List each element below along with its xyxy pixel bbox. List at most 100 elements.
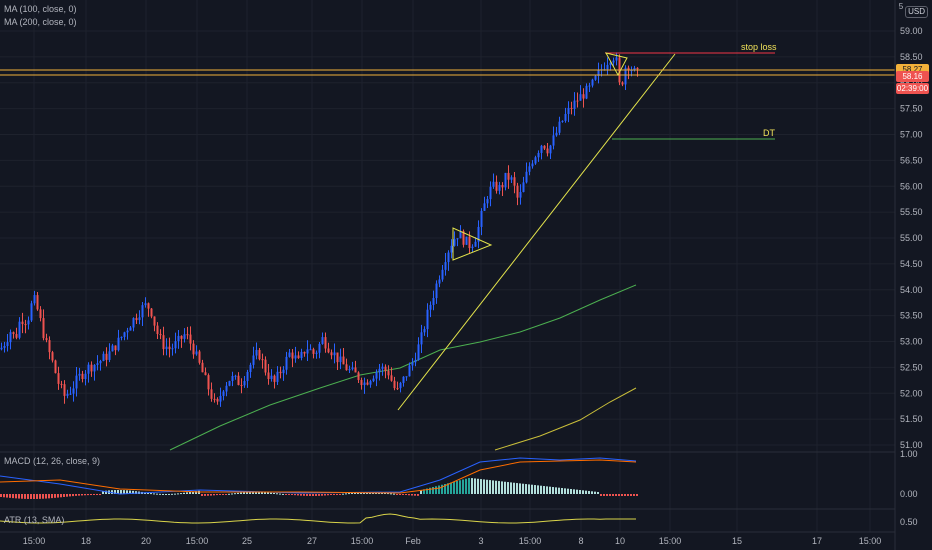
macd-hist-bar <box>618 494 620 496</box>
candle-body <box>330 352 333 356</box>
candle-body <box>48 340 51 353</box>
legend-ma200[interactable]: MA (200, close, 0) <box>4 17 77 27</box>
macd-hist-bar <box>288 494 290 495</box>
candle-body <box>516 185 519 198</box>
time-axis[interactable]: 15:00 18 20 15:00 25 27 15:00 Feb 3 15:00 8 10 15:00… <box>23 536 882 546</box>
macd-hist-bar <box>96 494 98 496</box>
macd-hist-bar <box>567 488 569 494</box>
candle-body <box>309 349 312 351</box>
candle-body <box>186 334 189 336</box>
candle-body <box>579 94 582 101</box>
time-tick-label: 25 <box>242 536 252 546</box>
pennant-triangle[interactable] <box>452 227 493 261</box>
macd-hist-bar <box>342 493 344 495</box>
candle-body <box>597 70 600 76</box>
currency-badge[interactable]: USD <box>905 6 928 18</box>
macd-hist-bar <box>573 489 575 494</box>
macd-hist-bar <box>324 494 326 496</box>
candle-body <box>483 203 486 211</box>
macd-hist-bar <box>414 494 416 496</box>
macd-line <box>0 457 637 495</box>
candle-body <box>81 373 84 380</box>
indicator-panes <box>0 0 896 550</box>
candle-body <box>315 352 318 354</box>
candle-body <box>519 192 522 198</box>
dt-label: DT <box>763 128 775 138</box>
macd-hist-bar <box>24 494 26 499</box>
candle-body <box>39 309 42 319</box>
macd-hist-bar <box>423 489 425 494</box>
candle-body <box>33 295 36 304</box>
macd-hist-bar <box>204 494 206 496</box>
candle-body <box>624 67 627 85</box>
candle-body <box>570 107 573 109</box>
candle-body <box>165 346 168 350</box>
candle-body <box>87 364 90 374</box>
candle-body <box>363 382 366 386</box>
candle-body <box>333 352 336 356</box>
macd-hist-bar <box>69 494 71 497</box>
macd-hist-bar <box>300 494 302 496</box>
price-tick-label: 54.50 <box>900 259 923 269</box>
candle-body <box>72 388 75 394</box>
macd-pane: 1.00 0.00 <box>0 449 918 499</box>
drawings[interactable]: stop loss DT <box>0 42 895 411</box>
macd-hist-bar <box>318 494 320 496</box>
macd-hist-bar <box>516 483 518 494</box>
candle-body <box>396 388 399 390</box>
candle-body <box>135 318 138 321</box>
candle-body <box>24 324 27 326</box>
candle-body <box>147 303 150 309</box>
candle-body <box>297 355 300 359</box>
macd-hist-bar <box>459 480 461 494</box>
price-axis[interactable]: 59.00 58.50 58.00 57.50 57.00 56.50 56.00 55.50… <box>900 26 923 450</box>
macd-hist-bar <box>615 494 617 496</box>
candle-body <box>474 241 477 247</box>
macd-hist-bar <box>75 494 77 496</box>
macd-hist-bar <box>252 492 254 494</box>
price-tick-label: 57.50 <box>900 104 923 114</box>
candle-body <box>402 376 405 383</box>
candle-body <box>303 351 306 354</box>
candle-body <box>447 252 450 263</box>
candle-body <box>456 238 459 240</box>
macd-hist-bar <box>468 478 470 494</box>
candle-body <box>240 385 243 387</box>
macd-hist-bar <box>333 494 335 495</box>
macd-hist-bar <box>99 494 101 496</box>
macd-hist-bar <box>48 494 50 499</box>
candle-body <box>150 308 153 317</box>
legend-atr[interactable]: ATR (13, SMA) <box>4 515 65 525</box>
candle-body <box>588 85 591 87</box>
trend-line[interactable] <box>397 53 676 411</box>
candle-body <box>189 334 192 344</box>
candle-body <box>120 336 123 338</box>
candle-body <box>393 380 396 389</box>
macd-hist-bar <box>180 493 182 495</box>
macd-hist-bar <box>540 485 542 494</box>
macd-hist-bar <box>495 480 497 494</box>
macd-hist-bar <box>435 486 437 494</box>
candle-body <box>126 330 129 333</box>
price-tick-label: 55.50 <box>900 207 923 217</box>
candle-body <box>54 360 57 374</box>
candle-body <box>312 349 315 354</box>
legend-ma100[interactable]: MA (100, close, 0) <box>4 4 77 14</box>
candle-body <box>537 152 540 158</box>
candle-body <box>573 100 576 109</box>
candle-body <box>144 303 147 306</box>
top-pennant[interactable] <box>605 52 628 77</box>
macd-hist-bar <box>504 481 506 494</box>
candle-body <box>465 236 468 245</box>
candle-body <box>273 375 276 382</box>
macd-hist-bar <box>84 494 86 496</box>
macd-hist-bar <box>279 493 281 495</box>
candle-body <box>282 369 285 374</box>
macd-hist-bar <box>534 485 536 494</box>
legend-macd[interactable]: MACD (12, 26, close, 9) <box>4 456 101 466</box>
macd-hist-bar <box>54 494 56 498</box>
candle-body <box>495 181 498 191</box>
candle-body <box>540 145 543 153</box>
candle-body <box>294 355 297 359</box>
